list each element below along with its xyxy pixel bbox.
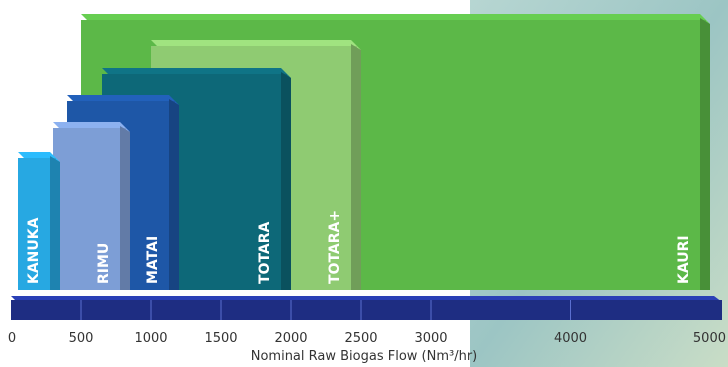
axis-layer: 0 500 1000 1500 2000 2500 3000 4000 5000 — [8, 296, 726, 346]
bar-label-kanuka: KANUKA — [26, 217, 42, 284]
bar-side-kanuka — [50, 156, 60, 290]
bar-face-rimu — [53, 128, 126, 290]
bar-rimu: RIMU — [53, 122, 130, 290]
bar-face-kanuka — [18, 158, 56, 290]
bar-label-kauri: KAURI — [676, 235, 692, 284]
bar-kanuka: KANUKA — [18, 152, 60, 290]
bar-side-matai — [169, 99, 179, 290]
bar-side-rimu — [120, 126, 130, 290]
bar-label-totara: TOTARA — [257, 221, 273, 284]
axis-bar — [11, 300, 722, 320]
bar-label-totara: TOTARA+ — [327, 210, 343, 284]
tick-label-2000: 2000 — [274, 331, 307, 346]
tick-label-0: 0 — [8, 331, 16, 346]
tick-label-1000: 1000 — [134, 331, 167, 346]
tick-label-2500: 2500 — [344, 331, 377, 346]
x-axis-title: Nominal Raw Biogas Flow (Nm³/hr) — [251, 349, 478, 364]
bars-layer: KAURI TOTARA+ TOTARA MATAI RIMU KANUKA — [18, 14, 710, 290]
tick-label-3000: 3000 — [414, 331, 447, 346]
tick-label-1500: 1500 — [204, 331, 237, 346]
bar-side-totara — [281, 72, 291, 290]
bar-side-totara — [351, 44, 361, 290]
tick-label-5000: 5000 — [693, 331, 726, 346]
bar-label-matai: MATAI — [145, 236, 161, 284]
tick-label-500: 500 — [69, 331, 94, 346]
tick-label-4000: 4000 — [554, 331, 587, 346]
bar-label-rimu: RIMU — [96, 243, 112, 284]
bar-side-kauri — [700, 18, 710, 290]
